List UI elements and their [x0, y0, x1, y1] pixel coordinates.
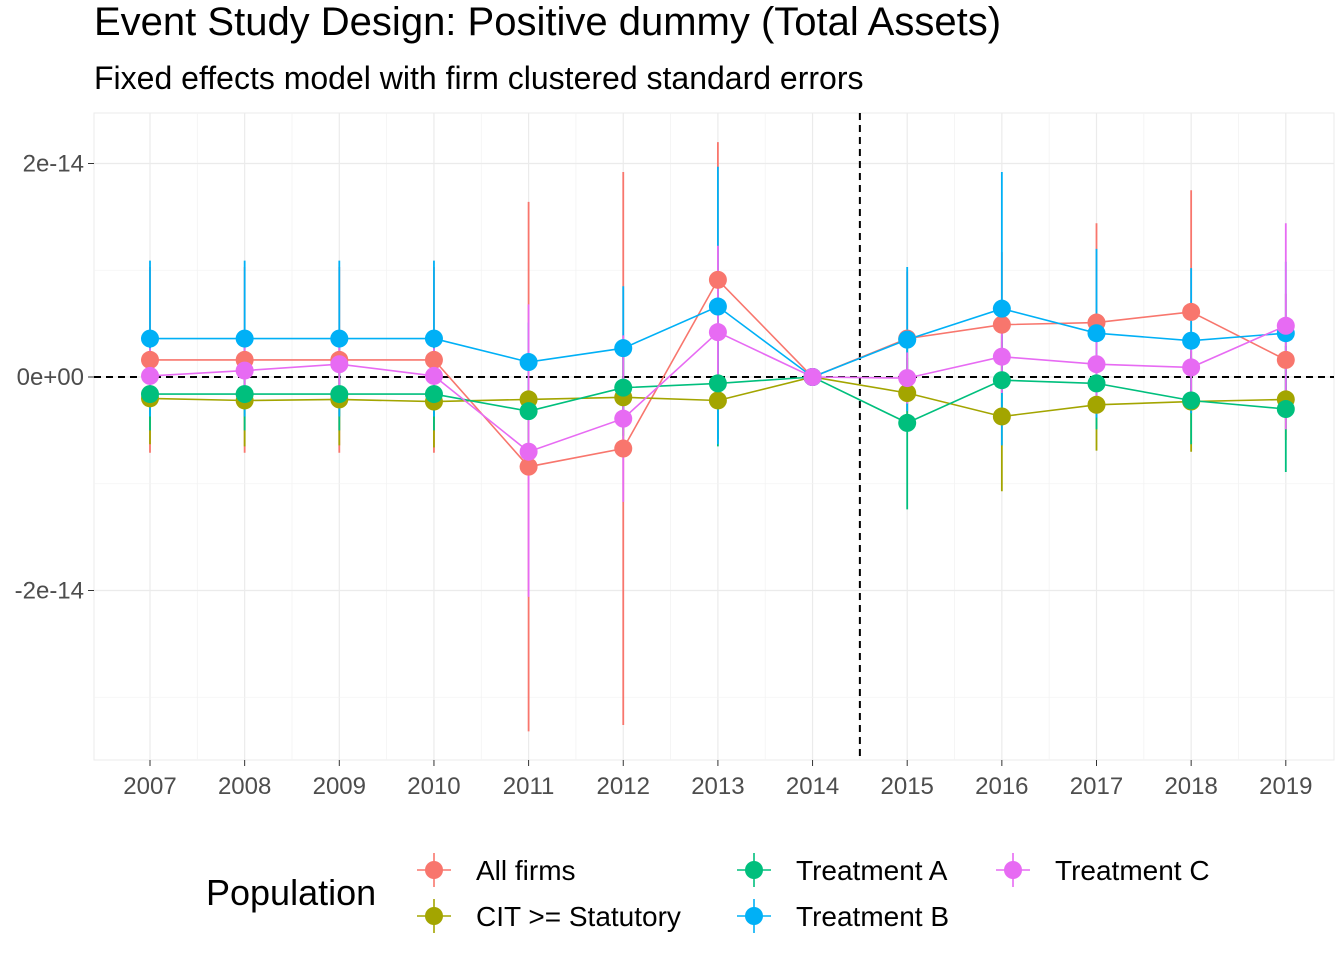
point-treatment-b — [898, 330, 917, 349]
panel-border — [93, 112, 1335, 761]
x-tick-label: 2007 — [123, 773, 176, 800]
x-tick-label: 2013 — [691, 773, 744, 800]
y-tick-label: -2e-14 — [15, 578, 84, 605]
point-treatment-b — [424, 329, 443, 348]
point-all-firms — [519, 457, 538, 476]
point-treatment-c — [1087, 355, 1106, 374]
point-all-firms — [708, 270, 727, 289]
point-cit-statutory — [708, 391, 727, 410]
x-tick-label: 2009 — [313, 773, 366, 800]
legend-label: Treatment C — [1055, 855, 1210, 886]
point-treatment-a — [519, 402, 538, 421]
point-all-firms — [1276, 350, 1295, 369]
grid — [93, 112, 1335, 761]
point-treatment-b — [708, 297, 727, 316]
legend-item-treatment-b: Treatment B — [737, 899, 949, 933]
point-treatment-a — [992, 371, 1011, 390]
point-cit-statutory — [992, 407, 1011, 426]
series-points — [141, 270, 1295, 476]
point-all-firms — [992, 315, 1011, 334]
point-cit-statutory — [898, 384, 917, 403]
point-treatment-c — [1276, 316, 1295, 335]
point-treatment-c — [898, 369, 917, 388]
point-treatment-b — [614, 339, 633, 358]
point-treatment-c — [235, 361, 254, 380]
legend-item-treatment-c: Treatment C — [996, 853, 1210, 887]
point-treatment-c — [803, 368, 822, 386]
legend-key-point — [1004, 861, 1022, 879]
reference-lines — [94, 113, 1334, 760]
legend-label: All firms — [476, 855, 576, 886]
legend-label: CIT >= Statutory — [476, 901, 681, 932]
point-treatment-c — [1182, 358, 1201, 377]
point-treatment-a — [1276, 400, 1295, 419]
legend-title: Population — [206, 872, 377, 913]
y-tick-label: 2e-14 — [23, 151, 84, 178]
point-treatment-c — [614, 409, 633, 428]
legend-key-point — [425, 907, 443, 925]
legend: All firms CIT >= Statutory Treatment A Trea… — [417, 853, 1210, 933]
point-treatment-b — [235, 329, 254, 348]
point-treatment-a — [1182, 391, 1201, 410]
legend-label: Treatment B — [796, 901, 949, 932]
point-treatment-a — [235, 385, 254, 404]
point-treatment-b — [330, 329, 349, 348]
point-treatment-b — [992, 299, 1011, 318]
point-treatment-a — [708, 374, 727, 393]
point-treatment-a — [141, 385, 159, 404]
legend-key-point — [745, 861, 763, 879]
y-tick-label: 0e+00 — [17, 364, 84, 391]
point-treatment-a — [330, 385, 349, 404]
x-tick-label: 2008 — [218, 773, 271, 800]
x-axis: 2007 2008 2009 2010 2011 2012 2013 2014 2015 2016… — [123, 760, 1312, 800]
point-treatment-c — [708, 323, 727, 342]
x-tick-label: 2010 — [407, 773, 460, 800]
point-treatment-c — [424, 366, 443, 385]
point-all-firms — [141, 350, 159, 369]
x-tick-label: 2014 — [786, 773, 839, 800]
point-cit-statutory — [1087, 395, 1106, 414]
chart-subtitle: Fixed effects model with firm clustered … — [94, 60, 864, 96]
point-treatment-b — [141, 329, 159, 348]
point-treatment-a — [1087, 374, 1106, 393]
point-treatment-a — [614, 378, 633, 397]
x-tick-label: 2019 — [1259, 773, 1312, 800]
point-treatment-b — [519, 353, 538, 372]
x-tick-label: 2018 — [1164, 773, 1217, 800]
point-treatment-a — [424, 385, 443, 404]
point-treatment-a — [898, 413, 917, 432]
point-all-firms — [614, 439, 633, 458]
point-all-firms — [424, 350, 443, 369]
point-treatment-b — [1087, 324, 1106, 343]
point-all-firms — [1182, 302, 1201, 321]
legend-key-point — [425, 861, 443, 879]
legend-item-cit-statutory: CIT >= Statutory — [417, 899, 681, 933]
y-axis: -2e-14 0e+00 2e-14 — [15, 151, 94, 605]
x-tick-label: 2017 — [1070, 773, 1123, 800]
point-treatment-b — [1182, 331, 1201, 350]
x-tick-label: 2016 — [975, 773, 1028, 800]
x-tick-label: 2011 — [503, 773, 555, 800]
legend-label: Treatment A — [796, 855, 948, 886]
point-treatment-c — [992, 347, 1011, 366]
x-tick-label: 2012 — [597, 773, 650, 800]
point-treatment-c — [519, 442, 538, 461]
legend-key-point — [745, 907, 763, 925]
legend-item-treatment-a: Treatment A — [737, 853, 948, 887]
legend-item-all-firms: All firms — [417, 853, 576, 887]
point-treatment-c — [141, 366, 159, 385]
x-tick-label: 2015 — [881, 773, 934, 800]
point-treatment-c — [330, 355, 349, 374]
chart-title: Event Study Design: Positive dummy (Tota… — [94, 0, 1002, 44]
